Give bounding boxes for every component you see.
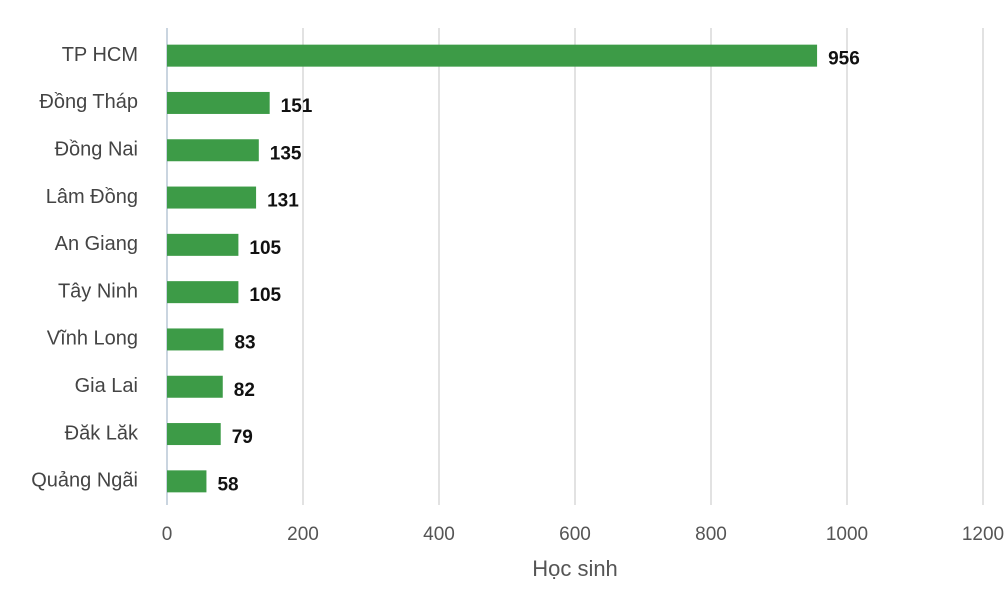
x-tick-label: 800 [695, 524, 727, 545]
y-tick-label: Tây Ninh [58, 280, 138, 302]
x-tick-label: 1000 [826, 524, 868, 545]
bar [167, 375, 223, 398]
data-label: 151 [281, 96, 313, 117]
data-label: 131 [267, 191, 299, 212]
data-label: 58 [217, 474, 238, 495]
bar [167, 328, 224, 351]
x-tick-label: 600 [559, 524, 591, 545]
bar [167, 281, 239, 304]
x-tick-label: 200 [287, 524, 319, 545]
y-tick-label: Đăk Lăk [65, 422, 139, 444]
bar [167, 423, 221, 446]
y-tick-label: An Giang [55, 233, 138, 255]
bar [167, 139, 259, 162]
y-tick-label: Gia Lai [75, 375, 138, 397]
y-tick-label: TP HCM [62, 44, 138, 66]
data-label: 135 [270, 143, 302, 164]
y-tick-label: Đồng Tháp [39, 91, 138, 113]
bar [167, 186, 257, 209]
x-tick-label: 400 [423, 524, 455, 545]
y-tick-label: Quảng Ngãi [31, 470, 138, 492]
data-label: 82 [234, 380, 255, 401]
bar [167, 233, 239, 256]
bar [167, 44, 818, 67]
y-tick-label: Lâm Đồng [46, 186, 138, 208]
y-tick-label: Vĩnh Long [47, 328, 138, 350]
data-label: 105 [249, 285, 281, 306]
x-tick-label: 1200 [962, 524, 1004, 545]
y-tick-label: Đồng Nai [55, 139, 138, 161]
data-label: 105 [249, 238, 281, 259]
data-label: 83 [234, 332, 255, 353]
data-label: 956 [828, 49, 860, 70]
x-axis-title: Học sinh [532, 556, 618, 581]
x-tick-label: 0 [162, 524, 173, 545]
data-label: 79 [232, 427, 253, 448]
bar [167, 470, 207, 493]
bar [167, 91, 270, 114]
